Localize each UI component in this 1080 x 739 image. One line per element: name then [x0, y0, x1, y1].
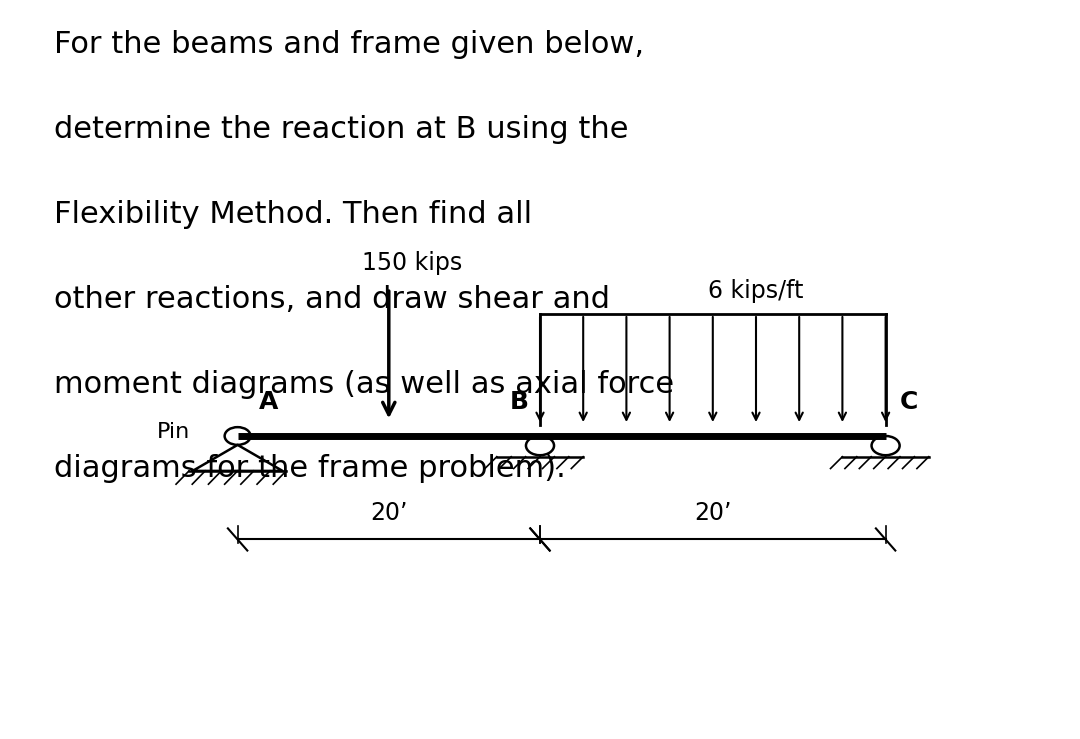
Text: Flexibility Method. Then find all: Flexibility Method. Then find all	[54, 200, 532, 228]
Text: 20’: 20’	[370, 501, 407, 525]
Text: 150 kips: 150 kips	[362, 251, 462, 275]
Text: other reactions, and draw shear and: other reactions, and draw shear and	[54, 285, 610, 313]
Text: diagrams for the frame problem).: diagrams for the frame problem).	[54, 454, 566, 483]
Text: determine the reaction at B using the: determine the reaction at B using the	[54, 115, 629, 143]
Text: 20’: 20’	[694, 501, 731, 525]
Text: B: B	[510, 390, 529, 414]
Text: A: A	[259, 390, 279, 414]
Text: For the beams and frame given below,: For the beams and frame given below,	[54, 30, 644, 58]
Text: Pin: Pin	[157, 422, 190, 443]
Text: 6 kips/ft: 6 kips/ft	[708, 279, 804, 303]
Text: moment diagrams (as well as axial force: moment diagrams (as well as axial force	[54, 370, 674, 398]
Text: C: C	[900, 390, 918, 414]
